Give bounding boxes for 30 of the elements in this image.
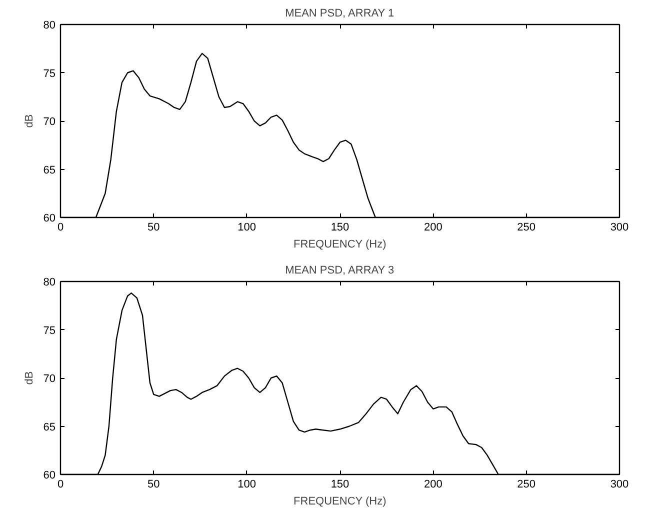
x-tick-label: 50 [148,222,160,234]
x-tick-label: 150 [330,222,350,234]
x-tick-label: 300 [610,222,629,234]
chart-title: MEAN PSD, ARRAY 1 [285,8,394,20]
x-tick-label: 0 [57,222,64,234]
y-tick-label: 60 [43,212,56,224]
y-tick-label: 70 [43,116,56,128]
x-tick-label: 150 [330,478,350,490]
y-tick-label: 75 [43,324,56,337]
y-tick-label: 80 [43,276,56,288]
x-tick-label: 50 [148,478,160,490]
x-tick-label: 0 [57,478,64,490]
y-tick-label: 80 [43,20,56,32]
y-axis-title: dB [23,114,36,128]
x-tick-label: 250 [517,222,536,234]
y-tick-label: 65 [43,421,56,434]
y-tick-label: 60 [43,470,56,482]
y-tick-label: 65 [43,164,56,176]
x-tick-label: 250 [517,478,536,490]
y-tick-label: 75 [43,68,56,80]
chart-title: MEAN PSD, ARRAY 3 [285,264,394,276]
x-axis-title: FREQUENCY (Hz) [294,238,386,250]
x-axis-title: FREQUENCY (Hz) [294,496,386,508]
x-tick-label: 200 [424,478,442,490]
x-tick-label: 300 [610,478,629,490]
x-tick-label: 100 [238,478,256,490]
y-axis-title: dB [23,371,36,385]
x-tick-label: 200 [424,222,442,234]
y-tick-label: 70 [43,373,56,385]
x-tick-label: 100 [238,222,256,234]
